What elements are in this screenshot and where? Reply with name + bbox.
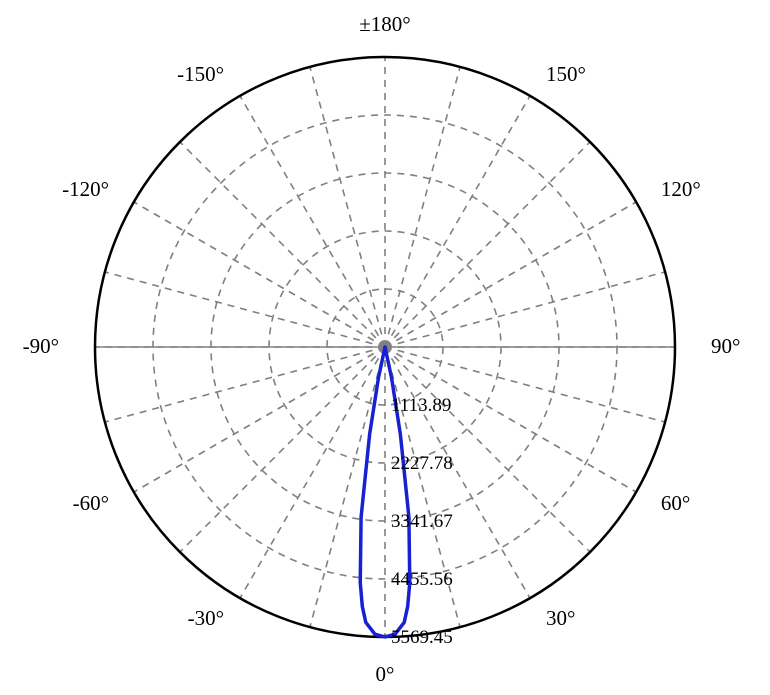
ring-label: 2227.78 (391, 453, 453, 474)
angle-label: ±180° (359, 12, 410, 36)
polar-chart: 1113.89 2227.78 3341.67 4455.56 5569.45 0° 30°… (0, 0, 770, 695)
angle-label: 90° (711, 334, 740, 358)
ring-label: 5569.45 (391, 627, 453, 648)
angle-label: 150° (546, 62, 586, 86)
ring-label: 4455.56 (391, 569, 453, 590)
angle-label: -30° (188, 606, 224, 630)
ring-label: 3341.67 (391, 511, 453, 532)
angle-label: -120° (62, 177, 109, 201)
angle-label: -90° (23, 334, 59, 358)
angle-label: 30° (546, 606, 575, 630)
ring-label: 1113.89 (391, 395, 451, 416)
angle-label: 60° (661, 491, 690, 515)
angle-label: -150° (177, 62, 224, 86)
angle-label: 0° (376, 662, 395, 686)
angle-label: -60° (73, 491, 109, 515)
angle-label: 120° (661, 177, 701, 201)
